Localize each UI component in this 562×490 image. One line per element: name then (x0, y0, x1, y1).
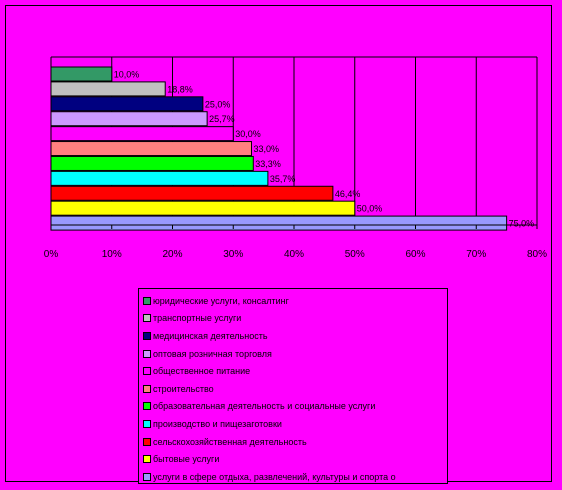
legend-swatch (143, 437, 151, 446)
legend-item: транспортные услуги (139, 310, 447, 328)
legend-swatch (143, 384, 151, 393)
bar (50, 170, 269, 186)
bar-value-label: 75,0% (509, 219, 535, 229)
bar-value-label: 25,0% (205, 99, 231, 109)
bar (50, 155, 254, 171)
x-tick-label: 60% (405, 249, 425, 260)
bar (50, 66, 113, 82)
legend-item: бытовые услуги (139, 450, 447, 468)
x-tick-label: 40% (284, 249, 304, 260)
bar-value-label: 10,0% (114, 70, 140, 80)
bar (50, 126, 234, 142)
bar-value-label: 33,3% (255, 159, 281, 169)
legend-label: сельскохозяйственная деятельность (153, 436, 307, 447)
bar-value-label: 33,0% (253, 144, 279, 154)
legend-item: строительство (139, 380, 447, 398)
x-tick-label: 20% (162, 249, 182, 260)
bar (50, 141, 252, 157)
x-axis: 0% 10% 20% 30% 40% 50% 60% 70% 80% (44, 57, 547, 260)
x-tick-label: 30% (223, 249, 243, 260)
x-tick-label: 70% (466, 249, 486, 260)
legend-item: медицинская деятельность (139, 327, 447, 345)
legend-swatch (143, 296, 151, 305)
bars (50, 66, 508, 231)
legend-label: общественное питание (153, 366, 251, 377)
legend-label: транспортные услуги (153, 313, 242, 324)
bar-value-label: 46,4% (335, 189, 361, 199)
legend-swatch (143, 331, 151, 340)
legend-label: юридические услуги, консалтинг (153, 295, 289, 306)
legend-item: сельскохозяйственная деятельность (139, 433, 447, 451)
legend-label: бытовые услуги (153, 454, 220, 465)
x-tick-label: 80% (527, 249, 547, 260)
legend-label: услуги в сфере отдыха, развлечений, куль… (153, 471, 396, 482)
legend-swatch (143, 419, 151, 428)
legend-label: оптовая розничная торговля (153, 348, 272, 359)
legend-label: медицинская деятельность (153, 330, 268, 341)
bar-value-label: 50,0% (357, 204, 383, 214)
bar (50, 111, 208, 127)
legend-item: образовательная деятельность и социальны… (139, 398, 447, 416)
legend-item: услуги в сфере отдыха, развлечений, куль… (139, 468, 447, 486)
bar-value-label: 30,0% (235, 129, 261, 139)
bar (50, 185, 334, 201)
legend-item: производство и пищезаготовки (139, 415, 447, 433)
legend-item: оптовая розничная торговля (139, 345, 447, 363)
legend-item: общественное питание (139, 362, 447, 380)
legend-item: юридические услуги, консалтинг (139, 292, 447, 310)
legend-label: строительство (153, 383, 214, 394)
data-labels: 10,0% 18,8% 25,0% 25,7%30,0% 33,0% 33,3% 35,7%… (114, 70, 534, 229)
legend: юридические услуги, консалтинг транспортн… (138, 288, 448, 484)
bar-value-label: 35,7% (270, 174, 296, 184)
legend-swatch (143, 472, 151, 481)
legend-swatch (143, 314, 151, 323)
x-tick-label: 10% (102, 249, 122, 260)
legend-swatch (143, 402, 151, 411)
bar (50, 215, 508, 231)
x-tick-label: 50% (345, 249, 365, 260)
x-tick-label: 0% (44, 249, 59, 260)
bar-value-label: 18,8% (167, 84, 193, 94)
legend-swatch (143, 349, 151, 358)
bar (50, 200, 356, 216)
bar (50, 96, 204, 112)
legend-swatch (143, 367, 151, 376)
legend-label: производство и пищезаготовки (153, 418, 282, 429)
bar-value-label: 25,7% (209, 114, 235, 124)
legend-label: образовательная деятельность и социальны… (153, 401, 376, 412)
legend-swatch (143, 455, 151, 464)
bar (50, 81, 166, 97)
